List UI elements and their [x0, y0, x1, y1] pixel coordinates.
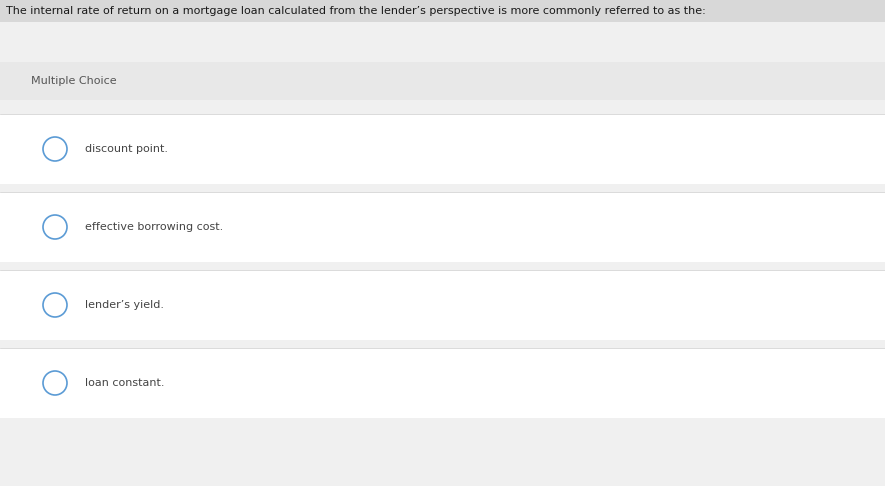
Ellipse shape: [43, 371, 67, 395]
Text: lender’s yield.: lender’s yield.: [85, 300, 164, 310]
Text: loan constant.: loan constant.: [85, 378, 165, 388]
Text: Multiple Choice: Multiple Choice: [31, 76, 117, 86]
Ellipse shape: [43, 293, 67, 317]
Ellipse shape: [43, 215, 67, 239]
Text: The internal rate of return on a mortgage loan calculated from the lender’s pers: The internal rate of return on a mortgag…: [6, 6, 706, 16]
Ellipse shape: [43, 137, 67, 161]
Text: effective borrowing cost.: effective borrowing cost.: [85, 222, 223, 232]
Text: discount point.: discount point.: [85, 144, 168, 154]
